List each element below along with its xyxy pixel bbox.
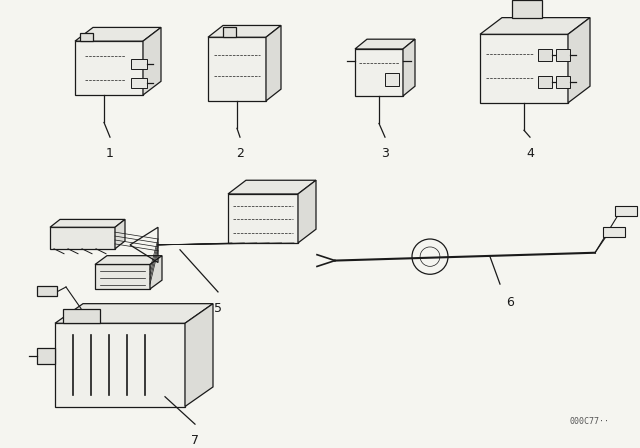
Polygon shape xyxy=(150,256,162,289)
Polygon shape xyxy=(355,49,403,96)
Polygon shape xyxy=(143,27,161,95)
Polygon shape xyxy=(55,304,213,323)
Polygon shape xyxy=(50,227,115,249)
Polygon shape xyxy=(37,286,57,296)
Polygon shape xyxy=(185,304,213,406)
Polygon shape xyxy=(228,180,316,194)
Polygon shape xyxy=(63,309,100,323)
Polygon shape xyxy=(228,194,298,243)
Polygon shape xyxy=(115,220,125,249)
Polygon shape xyxy=(403,39,415,96)
Polygon shape xyxy=(80,33,93,41)
Polygon shape xyxy=(75,41,143,95)
Text: 4: 4 xyxy=(526,147,534,160)
Text: 6: 6 xyxy=(506,296,514,309)
Text: 3: 3 xyxy=(381,147,389,160)
Polygon shape xyxy=(538,49,552,61)
Polygon shape xyxy=(568,17,590,103)
Polygon shape xyxy=(480,34,568,103)
Polygon shape xyxy=(355,39,415,49)
Polygon shape xyxy=(266,26,281,101)
Polygon shape xyxy=(603,227,625,237)
Polygon shape xyxy=(538,77,552,88)
Polygon shape xyxy=(95,264,150,289)
Polygon shape xyxy=(131,78,147,88)
Polygon shape xyxy=(480,17,590,34)
Polygon shape xyxy=(298,180,316,243)
Polygon shape xyxy=(512,0,542,17)
Text: 5: 5 xyxy=(214,302,222,314)
Polygon shape xyxy=(385,73,399,86)
Polygon shape xyxy=(75,27,161,41)
Polygon shape xyxy=(55,323,185,406)
Text: 7: 7 xyxy=(191,434,199,447)
Polygon shape xyxy=(50,220,125,227)
Polygon shape xyxy=(37,348,55,364)
Polygon shape xyxy=(208,37,266,101)
Polygon shape xyxy=(615,206,637,215)
Polygon shape xyxy=(208,26,281,37)
Polygon shape xyxy=(95,256,162,264)
Polygon shape xyxy=(131,59,147,69)
Polygon shape xyxy=(556,49,570,61)
Polygon shape xyxy=(223,27,236,37)
Text: 2: 2 xyxy=(236,147,244,160)
Text: 000C77··: 000C77·· xyxy=(570,417,610,426)
Text: 1: 1 xyxy=(106,147,114,160)
Polygon shape xyxy=(556,77,570,88)
